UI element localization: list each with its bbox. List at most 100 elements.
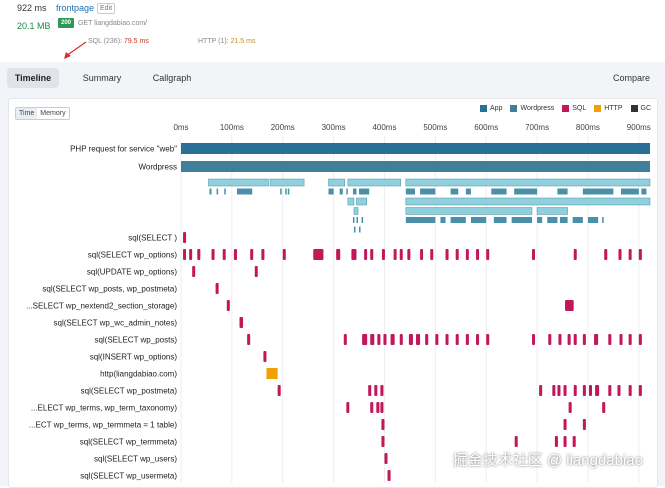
sub-span [405, 207, 533, 215]
sql-span [638, 249, 642, 260]
sql-span [445, 249, 449, 260]
request-time: 922 ms [17, 3, 47, 13]
row-label: sql(SELECT wp_users) [94, 455, 177, 464]
sql-span [376, 402, 380, 413]
row-label: ...SELECT wp_nextend2_section_storage) [26, 302, 177, 311]
sql-span [343, 334, 347, 345]
legend-gc-label: GC [640, 105, 652, 112]
sql-span [465, 334, 469, 345]
x-tick-label: 300ms [322, 123, 346, 132]
sql-span [628, 385, 632, 396]
legend-wordpress-label: Wordpress [520, 105, 555, 112]
http-span [266, 368, 278, 379]
sql-span [572, 436, 576, 447]
sql-span [383, 334, 387, 345]
http-summary[interactable]: HTTP (1): 21.5 ms [198, 38, 255, 45]
sub-span [347, 178, 401, 187]
ticks-span [450, 217, 466, 223]
edit-button[interactable]: Edit [97, 3, 116, 14]
app-span [181, 143, 650, 154]
sql-span [368, 385, 372, 396]
tab-callgraph[interactable]: Callgraph [152, 73, 192, 83]
ticks-span [328, 188, 334, 195]
sql-span [618, 249, 622, 260]
ticks-span [493, 217, 507, 223]
tab-timeline[interactable]: Timeline [7, 68, 59, 88]
ticks-span [641, 188, 647, 195]
page-link[interactable]: frontpage [56, 3, 95, 13]
row-label: sql(SELECT wp_posts, wp_postmeta) [42, 285, 177, 294]
legend-sql[interactable]: SQL [562, 105, 586, 112]
legend-sql-swatch [562, 105, 570, 112]
ticks-span [216, 188, 219, 195]
ticks-span [339, 188, 343, 195]
sql-span [189, 249, 193, 260]
sub-span [269, 178, 305, 187]
ticks-span [352, 217, 355, 223]
wp-span [181, 161, 650, 172]
sql-span [370, 402, 374, 413]
sql-span [192, 266, 196, 277]
http-value: 21.5 ms [230, 38, 256, 45]
sql-span [387, 470, 391, 481]
memory-toggle[interactable]: Memory [37, 108, 69, 119]
sql-span [476, 334, 480, 345]
sql-summary[interactable]: SQL (236): 79.5 ms [88, 38, 149, 45]
x-tick-label: 100ms [220, 123, 244, 132]
sql-span [602, 402, 606, 413]
annotation-arrow-icon [64, 41, 87, 59]
sql-span [233, 249, 237, 260]
legend-http[interactable]: HTTP [594, 105, 623, 112]
sql-span [582, 334, 586, 345]
request-url[interactable]: GET liangdabiao.com/ [78, 20, 148, 27]
tab-summary[interactable]: Summary [82, 73, 122, 83]
sql-span [608, 334, 612, 345]
ticks-span [224, 188, 226, 195]
status-badge: 200 [58, 18, 75, 28]
legend-gc[interactable]: GC [630, 105, 652, 112]
time-toggle[interactable]: Time [16, 108, 38, 119]
ticks-span [346, 188, 348, 195]
profile-panel: Timeline Summary Callgraph Compare Time … [0, 62, 665, 488]
sql-span [351, 249, 357, 260]
x-tick-label: 200ms [271, 123, 295, 132]
ticks-span [621, 188, 639, 195]
legend-wordpress[interactable]: Wordpress [510, 105, 554, 112]
timeline-chart: 0ms 100ms 200ms 300ms 400ms 500ms 600ms 700ms 80… [26, 123, 651, 483]
ticks-span [559, 217, 568, 223]
sub-span [536, 207, 568, 215]
ticks-span [352, 188, 357, 195]
sql-span [399, 249, 403, 260]
sql-span [563, 436, 567, 447]
sql-span [336, 249, 341, 260]
sql-span [370, 334, 375, 345]
legend-gc-swatch [630, 105, 638, 112]
tab-bar: Timeline Summary Callgraph Compare [0, 62, 665, 94]
sql-span [455, 334, 459, 345]
sql-span [554, 436, 558, 447]
row-label: sql(INSERT wp_options) [90, 353, 178, 362]
x-tick-label: 400ms [372, 123, 396, 132]
sql-span [425, 334, 429, 345]
sql-span [430, 249, 434, 260]
row-label: sql(SELECT wp_termmeta) [80, 438, 178, 447]
sql-span [539, 385, 543, 396]
sql-span [594, 334, 599, 345]
sql-span [563, 419, 567, 430]
row-label: sql(SELECT wp_posts) [94, 336, 177, 345]
legend: App Wordpress SQL HTTP GC [480, 105, 651, 112]
legend-app[interactable]: App [480, 105, 502, 112]
ticks-span [582, 188, 614, 195]
ticks-span [514, 188, 538, 195]
sql-span [239, 317, 244, 328]
sql-span [552, 385, 556, 396]
sql-span [407, 249, 411, 260]
ticks-span [285, 188, 287, 195]
sql-span [277, 385, 281, 396]
sub-span [347, 197, 355, 206]
row-label: sql(SELECT wp_wc_admin_notes) [54, 319, 178, 328]
sql-span [486, 249, 490, 260]
compare-button[interactable]: Compare [612, 73, 650, 83]
sql-span [420, 249, 424, 260]
ticks-span [353, 226, 356, 233]
